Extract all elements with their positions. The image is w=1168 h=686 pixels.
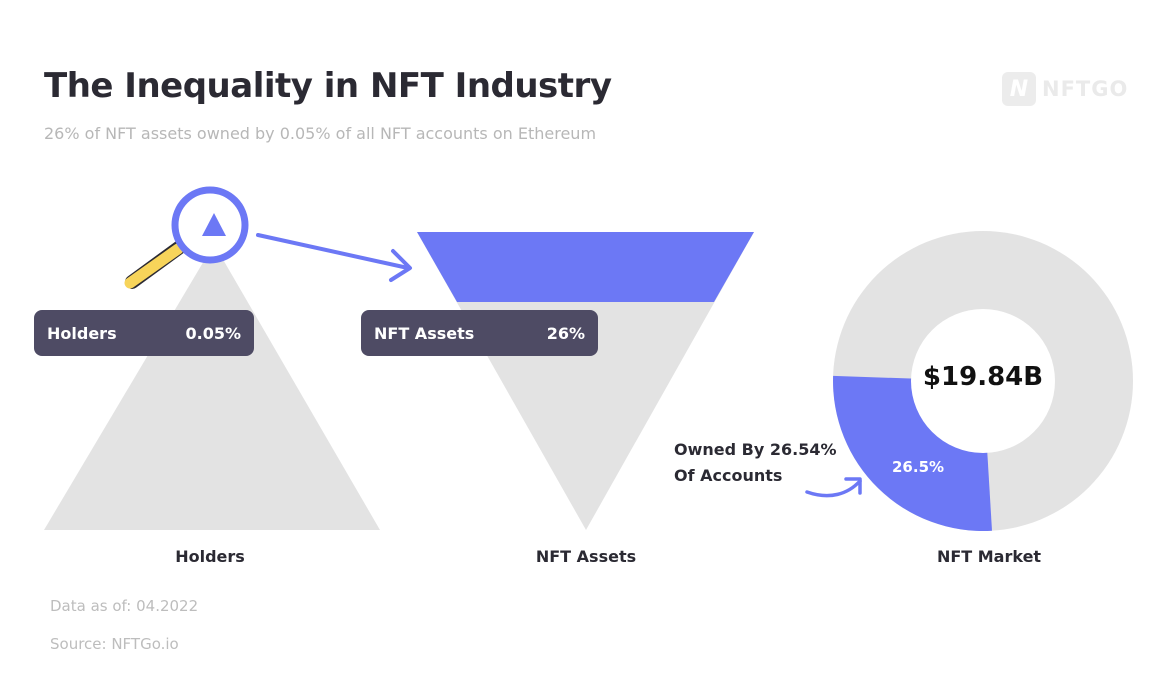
holders-pill: Holders 0.05% bbox=[34, 310, 254, 356]
holders-pyramid bbox=[44, 244, 380, 530]
holders-highlight-tip bbox=[202, 213, 226, 236]
data-source: Source: NFTGo.io bbox=[50, 635, 179, 653]
logo-text: NFTGO bbox=[1042, 77, 1129, 101]
ownership-annotation-line-2: Of Accounts bbox=[674, 466, 783, 485]
data-date: Data as of: 04.2022 bbox=[50, 597, 199, 615]
magnifier-icon bbox=[124, 186, 249, 289]
holders-pill-value: 0.05% bbox=[185, 323, 241, 343]
assets-pill-value: 26% bbox=[546, 323, 585, 343]
holders-pill-label: Holders bbox=[47, 323, 117, 343]
ownership-annotation: Owned By 26.54% Of Accounts bbox=[674, 437, 836, 489]
assets-funnel bbox=[417, 232, 754, 530]
market-donut bbox=[833, 231, 1133, 531]
assets-pill-label: NFT Assets bbox=[374, 323, 475, 343]
ownership-annotation-line-1: Owned By 26.54% bbox=[674, 440, 837, 459]
logo-mark-icon: N bbox=[1002, 72, 1036, 106]
assets-highlight-band bbox=[417, 232, 754, 302]
curved-arrow-icon bbox=[805, 477, 862, 498]
assets-pill: NFT Assets 26% bbox=[361, 310, 598, 356]
market-total: $19.84B bbox=[922, 362, 1044, 392]
arrow-icon bbox=[256, 233, 412, 282]
assets-caption: NFT Assets bbox=[535, 547, 637, 566]
chart-title: The Inequality in NFT Industry bbox=[44, 66, 612, 106]
market-caption: NFT Market bbox=[936, 547, 1042, 566]
chart-subtitle: 26% of NFT assets owned by 0.05% of all … bbox=[44, 124, 597, 143]
donut-slice-label: 26.5% bbox=[892, 458, 945, 476]
holders-caption: Holders bbox=[175, 547, 245, 566]
nftgo-logo: N NFTGO bbox=[1002, 72, 1128, 106]
